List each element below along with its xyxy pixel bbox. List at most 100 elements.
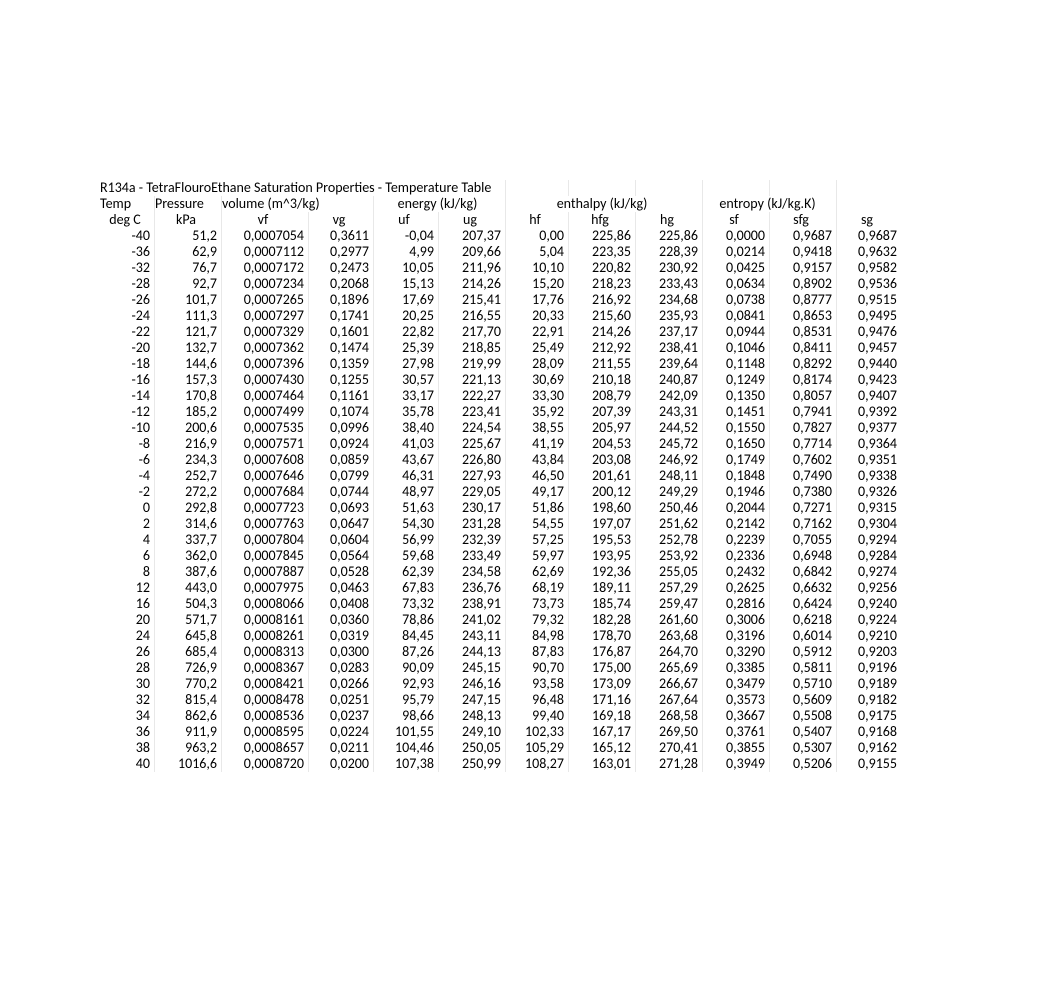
cell: 0,0564	[309, 548, 374, 564]
cell: 49,17	[506, 484, 569, 500]
cell: 0,1550	[703, 420, 770, 436]
cell: 0,1350	[703, 388, 770, 404]
cell: 0,9632	[837, 244, 902, 260]
cell: 200,12	[569, 484, 636, 500]
cell: 93,58	[506, 676, 569, 692]
cell: 27,98	[374, 356, 439, 372]
cell: 0,7055	[770, 532, 837, 548]
cell: 222,27	[439, 388, 506, 404]
cell: 0,1249	[703, 372, 770, 388]
cell: 4	[100, 532, 155, 548]
cell: 56,99	[374, 532, 439, 548]
cell: 62,69	[506, 564, 569, 580]
cell: 218,23	[569, 276, 636, 292]
cell: 0,1601	[309, 324, 374, 340]
cell: 0,0200	[309, 756, 374, 772]
cell: 0,0008161	[222, 612, 309, 628]
cell: 40	[100, 756, 155, 772]
cell: 248,13	[439, 708, 506, 724]
cell: 0,9457	[837, 340, 902, 356]
cell: 0,3949	[703, 756, 770, 772]
cell: 0,9476	[837, 324, 902, 340]
cell: 0,9196	[837, 660, 902, 676]
cell: 0,8777	[770, 292, 837, 308]
cell: 38,55	[506, 420, 569, 436]
cell: 0,3479	[703, 676, 770, 692]
table-row: 36911,90,00085950,0224101,55249,10102,33…	[100, 724, 901, 740]
cell: 0,9377	[837, 420, 902, 436]
cell: 38	[100, 740, 155, 756]
cell: 30,69	[506, 372, 569, 388]
cell: 0,0007535	[222, 420, 309, 436]
cell: 0,0944	[703, 324, 770, 340]
cell: 30,57	[374, 372, 439, 388]
cell: 0,9304	[837, 516, 902, 532]
hdr-hfg: hfg	[569, 212, 636, 228]
cell: -40	[100, 228, 155, 244]
cell: 232,39	[439, 532, 506, 548]
cell: 24	[100, 628, 155, 644]
cell: 0,8531	[770, 324, 837, 340]
cell: 171,16	[569, 692, 636, 708]
cell: 726,9	[155, 660, 222, 676]
cell: 0,1074	[309, 404, 374, 420]
cell: 911,9	[155, 724, 222, 740]
cell: 0,0007684	[222, 484, 309, 500]
hdr-sfg: sfg	[770, 212, 837, 228]
cell: 0,0007571	[222, 436, 309, 452]
cell: 207,39	[569, 404, 636, 420]
cell: 0,0008478	[222, 692, 309, 708]
table-row: -14170,80,00074640,116133,17222,2733,302…	[100, 388, 901, 404]
cell: 251,62	[636, 516, 703, 532]
cell: 51,2	[155, 228, 222, 244]
table-row: 0292,80,00077230,069351,63230,1751,86198…	[100, 500, 901, 516]
cell: 182,28	[569, 612, 636, 628]
cell: 121,7	[155, 324, 222, 340]
cell: 59,97	[506, 548, 569, 564]
cell: 229,05	[439, 484, 506, 500]
cell: 862,6	[155, 708, 222, 724]
column-header-row: deg C kPa vf vg uf ug hf hfg hg sf sfg s…	[100, 212, 901, 228]
cell: 79,32	[506, 612, 569, 628]
cell: 0,0744	[309, 484, 374, 500]
grp-entropy: entropy (kJ/kg.K)	[703, 196, 837, 212]
cell: 0,8174	[770, 372, 837, 388]
cell: 10,05	[374, 260, 439, 276]
table-row: -4252,70,00076460,079946,31227,9346,5020…	[100, 468, 901, 484]
cell: 268,58	[636, 708, 703, 724]
table-row: -18144,60,00073960,135927,98219,9928,092…	[100, 356, 901, 372]
cell: 0,0266	[309, 676, 374, 692]
cell: 0,0738	[703, 292, 770, 308]
cell: -4	[100, 468, 155, 484]
cell: 247,15	[439, 692, 506, 708]
group-header-row: Temp Pressure volume (m^3/kg) energy (kJ…	[100, 196, 901, 212]
saturation-table: R134a - TetraFlouroEthane Saturation Pro…	[100, 180, 901, 772]
cell: 8	[100, 564, 155, 580]
cell: -18	[100, 356, 155, 372]
cell: 5,04	[506, 244, 569, 260]
cell: 0,9157	[770, 260, 837, 276]
cell: 0,9536	[837, 276, 902, 292]
table-row: 4337,70,00078040,060456,99232,3957,25195…	[100, 532, 901, 548]
cell: 0,9495	[837, 308, 902, 324]
cell: 0,9418	[770, 244, 837, 260]
cell: 16	[100, 596, 155, 612]
cell: 198,60	[569, 500, 636, 516]
cell: 84,98	[506, 628, 569, 644]
table-row: 12443,00,00079750,046367,83236,7668,1918…	[100, 580, 901, 596]
cell: 250,99	[439, 756, 506, 772]
table-row: -22121,70,00073290,160122,82217,7022,912…	[100, 324, 901, 340]
cell: 0,5912	[770, 644, 837, 660]
cell: 244,13	[439, 644, 506, 660]
cell: 0,9351	[837, 452, 902, 468]
cell: 0,0007464	[222, 388, 309, 404]
cell: 645,8	[155, 628, 222, 644]
cell: 246,92	[636, 452, 703, 468]
cell: 0,9224	[837, 612, 902, 628]
cell: 0,0007646	[222, 468, 309, 484]
cell: 211,96	[439, 260, 506, 276]
cell: 214,26	[439, 276, 506, 292]
cell: 6	[100, 548, 155, 564]
cell: 78,86	[374, 612, 439, 628]
cell: 0,9687	[837, 228, 902, 244]
